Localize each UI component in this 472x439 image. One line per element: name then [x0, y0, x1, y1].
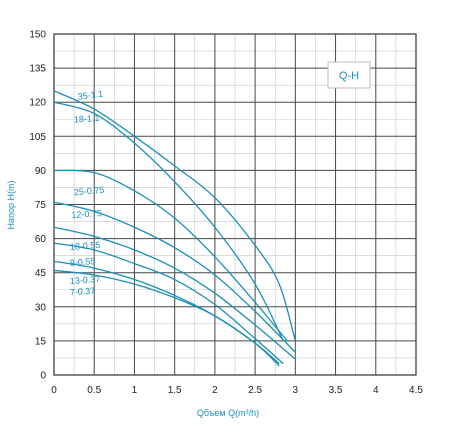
- x-tick-label: 2.5: [248, 385, 262, 396]
- x-tick-label: 2: [212, 385, 218, 396]
- curve-label-18-0.55: 18-0.55: [70, 240, 101, 252]
- x-tick-label: 0: [51, 385, 57, 396]
- x-axis-title: Qбъем Q(m³/h): [197, 408, 259, 418]
- legend-box: Q-H: [327, 61, 371, 89]
- curve-label-35-1.1: 35-1.1: [77, 88, 104, 101]
- x-tick-label: 4: [373, 385, 379, 396]
- y-tick-label: 105: [29, 132, 46, 143]
- curve-label-25-0.75: 25-0.75: [73, 185, 104, 198]
- curve-label-13-0.37: 13-0.37: [70, 274, 101, 286]
- y-tick-label: 60: [35, 234, 47, 245]
- curve-9-0.55: [53, 242, 284, 365]
- x-tick-label: 1: [132, 385, 138, 396]
- curve-35-1.1: [53, 90, 296, 342]
- y-tick-label: 0: [40, 371, 46, 382]
- x-tick-label: 3: [293, 385, 299, 396]
- y-axis-title: Напор H(m): [6, 181, 16, 230]
- x-tick-label: 0.5: [87, 385, 101, 396]
- y-tick-label: 135: [29, 64, 46, 75]
- y-tick-label: 90: [35, 166, 47, 177]
- curve-12-0.75: [53, 201, 296, 353]
- y-tick-label: 30: [35, 302, 47, 313]
- curve-7-0.37: [53, 269, 280, 367]
- x-tick-label: 1.5: [168, 385, 182, 396]
- curve-18-0.55: [53, 226, 296, 360]
- curve-layer: [53, 90, 296, 367]
- legend-box-text: Q-H: [339, 70, 359, 82]
- axis-layer: 0 0.5 1 1.5 2 2.5 3 3.5 4 4.5 0 15 30 45 60 75 90 105 120 1…: [29, 30, 423, 397]
- curve-label-layer: 35-1.1 18-1.1 25-0.75 12-0.75 18-0.55 9-0.55 1…: [70, 88, 105, 297]
- y-tick-label: 45: [35, 268, 47, 279]
- y-tick-label: 75: [35, 200, 47, 211]
- y-tick-label: 150: [29, 30, 46, 41]
- x-tick-label: 4.5: [409, 385, 423, 396]
- curve-18-1.1: [53, 101, 284, 342]
- curve-25-0.75: [53, 169, 288, 342]
- x-tick-label: 3.5: [329, 385, 343, 396]
- curve-label-12-0.75: 12-0.75: [71, 208, 102, 220]
- y-tick-label: 15: [35, 336, 47, 347]
- curve-label-7-0.37: 7-0.37: [70, 286, 96, 298]
- curve-label-9-0.55: 9-0.55: [70, 256, 96, 268]
- plot-frame: [53, 33, 417, 376]
- curve-label-18-1.1: 18-1.1: [74, 113, 100, 125]
- y-tick-label: 120: [29, 98, 46, 109]
